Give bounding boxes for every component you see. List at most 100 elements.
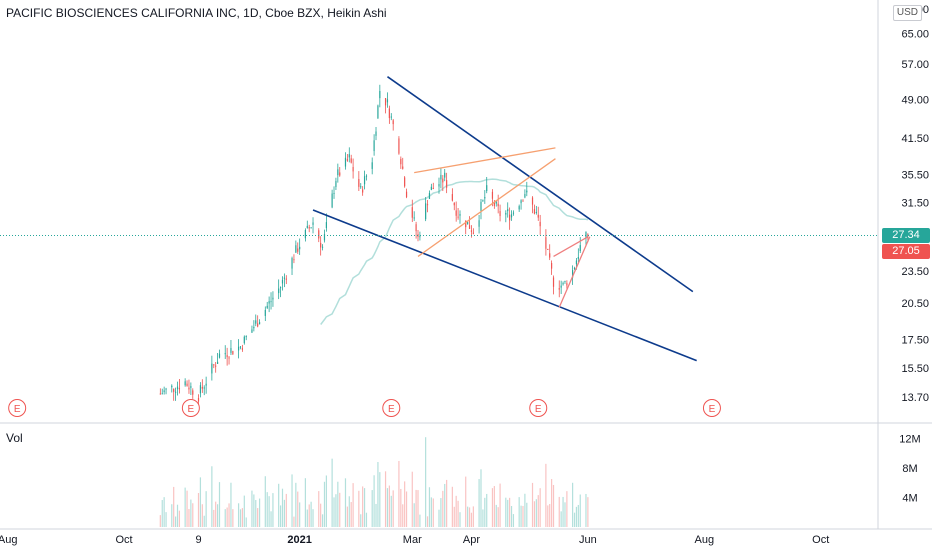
candle-body [398, 138, 400, 154]
volume-bar-2021-04-01 [470, 512, 473, 527]
candle-2021-04-06 [480, 199, 482, 220]
candle-2021-01-20 [335, 177, 337, 190]
candle-2020-11-20 [218, 349, 221, 359]
volume-bar-2020-11-02 [184, 487, 186, 527]
candle-body [518, 206, 520, 210]
volume-bar-2021-04-15 [497, 507, 499, 527]
candle-body [321, 246, 324, 248]
volume-bar-2021-02-15 [384, 471, 387, 527]
ma-layer [320, 178, 589, 325]
volume-bar-2021-03-15 [438, 509, 440, 527]
candle-body [184, 381, 186, 386]
candle-2021-04-23 [512, 210, 515, 216]
volume-bar-2020-11-25 [228, 503, 230, 527]
volume-bar-2021-01-14 [323, 481, 326, 527]
x-tick-label-4: Mar [403, 534, 422, 546]
candle-body [270, 301, 272, 303]
candle-body [442, 178, 444, 183]
candle-2021-03-11 [430, 183, 432, 191]
candle-body [505, 213, 507, 215]
volume-bar-2021-02-24 [402, 504, 404, 527]
volume-bar-2021-05-14 [552, 484, 555, 527]
candle-layer [159, 84, 589, 409]
candle-body [203, 387, 205, 389]
candle-2021-05-04 [533, 204, 536, 215]
candle-2021-01-13 [321, 244, 324, 251]
volume-bar-2020-12-16 [268, 496, 270, 527]
candle-2020-12-25 [285, 275, 287, 285]
volume-bar-2020-12-15 [266, 492, 268, 527]
candle-2020-12-10 [257, 315, 259, 328]
candle-body [161, 393, 163, 395]
volume-bar-2020-10-26 [171, 504, 173, 527]
candle-2021-04-05 [478, 215, 480, 234]
volume-bar-2020-11-12 [203, 515, 205, 527]
earnings-circle [529, 399, 548, 417]
candle-body [266, 305, 268, 308]
candle-body [444, 172, 446, 178]
candle-2021-03-22 [451, 188, 453, 202]
candle-body [575, 260, 578, 265]
candle-2020-11-18 [215, 361, 217, 373]
candle-2021-02-02 [360, 183, 362, 189]
volume-bar-2021-02-03 [362, 486, 364, 527]
volume-bar-2021-01-06 [308, 504, 310, 527]
volume-bar-2020-12-07 [251, 490, 253, 527]
candle-2020-11-11 [201, 379, 203, 393]
candle-body [197, 398, 200, 402]
volume-bar-2021-03-05 [419, 514, 421, 527]
candle-body [171, 385, 173, 388]
volume-bar-2021-05-03 [531, 482, 534, 527]
volume-bar-2020-10-30 [178, 510, 181, 527]
candle-2021-03-08 [425, 196, 427, 222]
volume-bar-2021-01-21 [337, 481, 339, 527]
candle-2020-10-29 [176, 381, 179, 396]
candle-2020-12-21 [278, 279, 280, 300]
candle-2021-04-07 [482, 199, 484, 203]
volume-bar-2020-12-28 [291, 474, 293, 527]
candle-body [482, 199, 484, 201]
volume-bar-2021-05-04 [533, 501, 536, 527]
candle-2021-03-03 [415, 221, 417, 239]
volume-bar-2020-10-22 [163, 497, 165, 527]
volume-bar-2021-02-22 [398, 460, 400, 527]
volume-bar-2020-11-23 [224, 509, 226, 527]
volume-bar-2020-11-19 [216, 504, 219, 527]
candle-body [411, 207, 413, 218]
volume-bar-2021-05-26 [575, 506, 578, 527]
candle-body [392, 120, 394, 125]
candle-body [365, 175, 368, 177]
candle-2021-05-05 [535, 205, 537, 215]
candle-body [335, 181, 337, 187]
y-tick-label-9: 20.50 [901, 298, 929, 310]
candle-body [213, 364, 215, 366]
volume-bar-2020-12-25 [285, 493, 287, 527]
candle-2020-12-22 [279, 286, 282, 298]
candle-2021-02-17 [388, 105, 390, 124]
candle-body [495, 201, 497, 204]
candle-body [272, 297, 274, 300]
volume-bar-2021-01-15 [325, 475, 327, 527]
candle-body [230, 348, 232, 353]
candle-2020-12-01 [239, 346, 242, 350]
volume-bar-2021-03-18 [444, 483, 446, 527]
candle-body [278, 288, 280, 294]
volume-bar-2021-01-11 [318, 491, 320, 527]
volume-bar-2021-02-09 [373, 475, 375, 527]
volume-bar-2020-11-06 [192, 503, 194, 527]
volume-bar-2021-03-08 [425, 437, 427, 527]
candle-body [348, 154, 350, 158]
earnings-marker-2021-05-06: E [529, 399, 548, 417]
x-tick-label-1: Oct [116, 534, 133, 546]
candle-2020-12-09 [255, 314, 257, 327]
earnings-circle [382, 399, 401, 417]
currency-badge[interactable]: USD [892, 5, 922, 21]
candle-body [425, 203, 427, 220]
candle-2021-03-15 [438, 177, 440, 194]
candle-2021-03-02 [413, 211, 415, 221]
candle-body [224, 353, 226, 355]
volume-bar-2021-04-05 [478, 479, 480, 527]
candle-body [257, 323, 259, 327]
candle-2020-11-12 [203, 385, 205, 396]
